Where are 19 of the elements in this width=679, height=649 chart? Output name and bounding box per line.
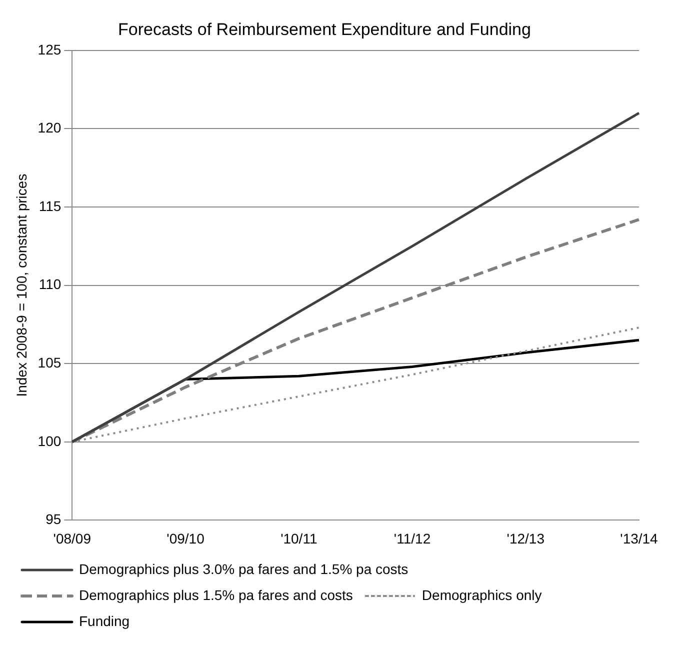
- legend-label: Funding: [79, 612, 130, 629]
- y-tick-label: 110: [38, 276, 62, 292]
- x-tick-label: '12/13: [506, 530, 545, 546]
- legend-label: Demographics plus 3.0% pa fares and 1.5% pa costs: [79, 560, 408, 577]
- x-tick-label: '13/14: [620, 530, 658, 546]
- legend-label: Demographics plus 1.5% pa fares and costs: [79, 586, 353, 603]
- y-tick-label: 100: [38, 432, 62, 449]
- y-tick-label: 120: [38, 120, 62, 136]
- y-tick-label: 115: [38, 198, 62, 214]
- y-tick-label: 95: [46, 511, 62, 528]
- chart-title: Forecasts of Reimbursement Expenditure and Funding: [118, 20, 531, 39]
- x-tick-label: '10/11: [280, 530, 318, 546]
- y-tick-label: 125: [38, 41, 62, 58]
- y-tick-label: 105: [38, 354, 62, 370]
- y-axis-title: Index 2008-9 = 100, constant prices: [13, 174, 30, 397]
- x-tick-label: '08/09: [53, 530, 92, 546]
- x-tick-label: '11/12: [394, 530, 431, 546]
- legend-label: Demographics only: [422, 586, 542, 603]
- x-tick-label: '09/10: [166, 530, 205, 546]
